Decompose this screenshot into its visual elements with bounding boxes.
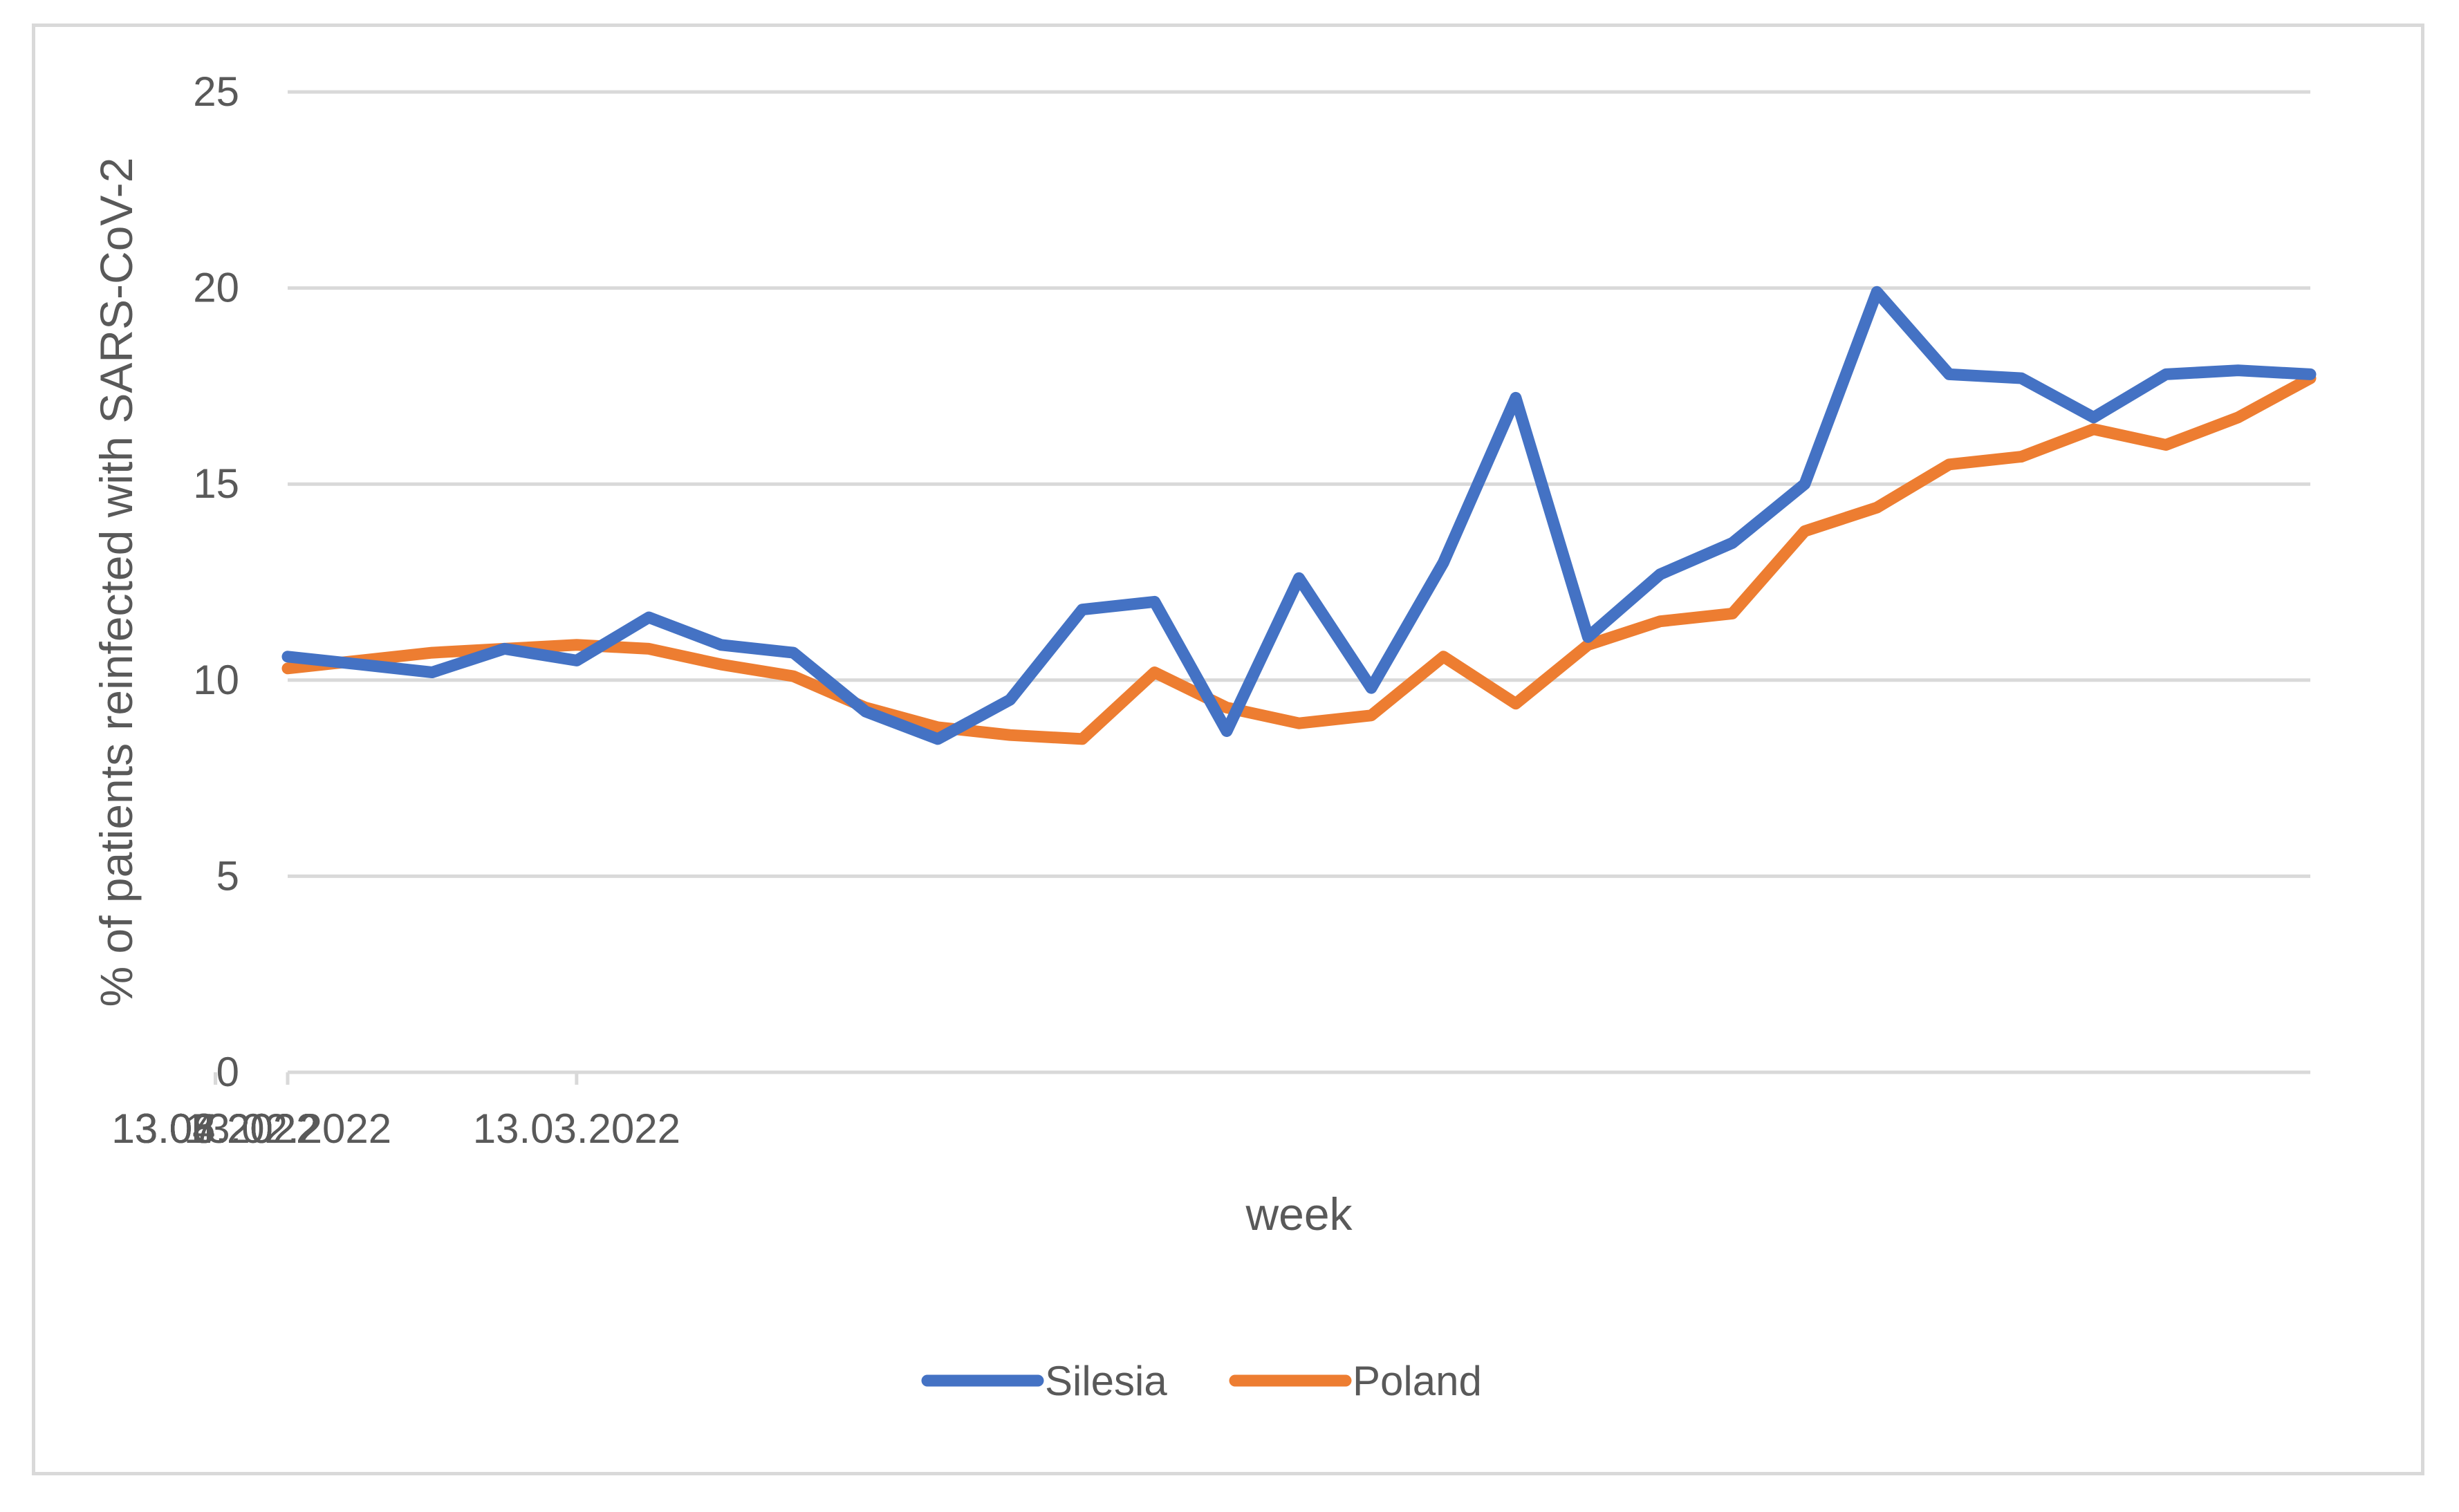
x-tick-label: 13.06.2022 xyxy=(111,1105,319,1152)
y-tick-label: 25 xyxy=(193,68,239,115)
x-tick-label: 13.02.2022 xyxy=(184,1105,391,1152)
line-chart: 0 5 10 15 20 25 13.02.2022 13.03.2022 13.04.202… xyxy=(91,68,2317,1404)
x-tick-label: 13.05.2022 xyxy=(111,1105,319,1152)
x-axis-title: week xyxy=(1245,1188,1353,1240)
y-axis-title: % of patients reinfected with SARS-CoV-2 xyxy=(91,158,142,1007)
legend: Silesia Poland xyxy=(921,1358,1482,1404)
x-tick-label: 13.03.2022 xyxy=(473,1105,680,1152)
y-tick-label: 15 xyxy=(193,460,239,507)
legend-label-silesia: Silesia xyxy=(1045,1358,1167,1404)
legend-label-poland: Poland xyxy=(1353,1358,1482,1404)
series-line-silesia xyxy=(281,286,2317,745)
y-tick-label: 5 xyxy=(216,852,239,899)
x-tick-label: 13.04.2022 xyxy=(111,1105,319,1152)
x-tick-label: 13.07.2022 xyxy=(111,1105,319,1152)
y-tick-label: 10 xyxy=(193,657,239,703)
series-line-poland xyxy=(281,372,2317,745)
x-axis-ticks: 13.02.2022 13.03.2022 13.04.202213.05.2022… xyxy=(111,1072,680,1152)
x-tick-label: 13.08.2022 xyxy=(111,1105,319,1152)
series-lines xyxy=(281,286,2317,745)
y-tick-label: 0 xyxy=(216,1049,239,1095)
y-tick-label: 20 xyxy=(193,265,239,311)
y-axis-ticks: 0 5 10 15 20 25 xyxy=(193,68,239,1095)
gridlines xyxy=(288,90,2310,1074)
chart-frame: 0 5 10 15 20 25 13.02.2022 13.03.2022 13.04.202… xyxy=(32,24,2424,1475)
